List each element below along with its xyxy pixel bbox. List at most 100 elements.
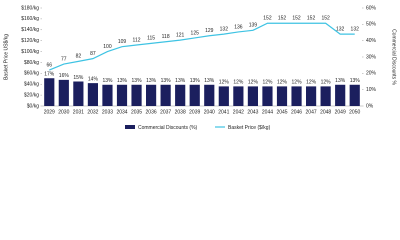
bar	[335, 84, 346, 106]
x-tick-label: 2043	[247, 109, 258, 115]
y-tick-label: $20/kg	[24, 92, 39, 98]
bar-value-label: 13%	[102, 78, 113, 84]
y-tick-label: $40/kg	[24, 82, 39, 88]
bar	[146, 84, 157, 106]
line-value-label: 152	[307, 16, 316, 22]
line-value-label: 152	[321, 16, 330, 22]
y2-axis-title: Commercial Discounts %	[391, 29, 397, 85]
x-tick-label: 2049	[335, 109, 346, 115]
line-value-label: 100	[103, 44, 112, 50]
x-tick-label: 2031	[73, 109, 84, 115]
bar	[320, 86, 331, 106]
y-tick-label: $0/kg	[27, 103, 39, 109]
x-tick-label: 2032	[87, 109, 98, 115]
x-tick-label: 2044	[262, 109, 273, 115]
x-tick-label: 2048	[320, 109, 331, 115]
bar-value-label: 12%	[248, 80, 259, 86]
y2-tick-label: 50%	[366, 22, 377, 28]
bar	[306, 86, 317, 106]
bar	[349, 84, 360, 106]
line-value-label: 77	[61, 56, 67, 62]
bar-value-label: 12%	[306, 80, 317, 86]
bar	[247, 86, 258, 106]
x-tick-label: 2036	[146, 109, 157, 115]
y-tick-label: $60/kg	[24, 71, 39, 77]
chart: Basket Price US$/kg Commercial Discounts…	[3, 5, 397, 131]
bar-value-label: 12%	[233, 80, 244, 86]
x-tick-label: 2040	[204, 109, 215, 115]
y-tick-label: $100/kg	[21, 49, 39, 55]
y2-tick-label: 10%	[366, 87, 377, 93]
x-tick-label: 2037	[160, 109, 171, 115]
y-tick-label: $140/kg	[21, 27, 39, 33]
x-tick-label: 2045	[276, 109, 287, 115]
bar-value-label: 13%	[175, 78, 186, 84]
line	[49, 22, 355, 71]
bar	[116, 84, 128, 106]
line-value-label: 66	[46, 62, 52, 68]
bar-value-label: 12%	[277, 80, 288, 86]
line-value-label: 109	[118, 39, 127, 45]
x-tick-label: 2029	[44, 109, 55, 115]
bar	[131, 84, 142, 106]
y-tick-label: $80/kg	[24, 60, 39, 66]
bar-value-label: 12%	[321, 80, 332, 86]
bar-value-label: 14%	[88, 76, 99, 82]
bar-value-label: 12%	[219, 80, 230, 86]
x-tick-label: 2046	[291, 109, 302, 115]
bar	[276, 86, 288, 106]
y2-tick-label: 30%	[366, 54, 377, 60]
legend-swatch	[125, 125, 135, 129]
bar-value-label: 15%	[73, 75, 84, 81]
bar	[189, 84, 200, 106]
x-tick-label: 2050	[349, 109, 360, 115]
y-tick-label: $180/kg	[21, 5, 39, 11]
bar-value-label: 13%	[335, 78, 346, 84]
bar	[291, 86, 302, 106]
bar-value-label: 12%	[292, 80, 303, 86]
bar-value-label: 13%	[132, 78, 143, 84]
line-value-label: 125	[191, 30, 200, 36]
bar-value-label: 13%	[190, 78, 201, 84]
y2-tick-label: 60%	[366, 5, 377, 11]
bar	[175, 84, 186, 106]
bar	[218, 86, 229, 106]
line-value-label: 118	[162, 34, 170, 40]
bar	[204, 84, 215, 106]
x-tick-label: 2038	[175, 109, 186, 115]
bar-value-label: 13%	[161, 78, 172, 84]
bar-value-label: 12%	[262, 80, 273, 86]
y2-tick-label: 0%	[366, 103, 374, 109]
x-tick-label: 2033	[102, 109, 113, 115]
line-value-label: 112	[133, 37, 141, 43]
bar-value-label: 16%	[59, 73, 70, 79]
y-tick-label: $120/kg	[21, 38, 39, 44]
bar	[160, 84, 171, 106]
bar-value-label: 17%	[44, 72, 55, 78]
line-value-label: 121	[176, 32, 185, 38]
bar	[87, 83, 98, 106]
bar	[44, 78, 55, 106]
bar-value-label: 13%	[204, 78, 215, 84]
bar	[58, 79, 69, 106]
x-tick-label: 2030	[58, 109, 69, 115]
bar-value-label: 13%	[350, 78, 361, 84]
line-value-label: 132	[351, 26, 360, 32]
line-value-label: 152	[292, 16, 301, 22]
y-tick-label: $160/kg	[21, 16, 39, 22]
bar	[73, 81, 84, 106]
line-value-label: 136	[234, 24, 243, 30]
y2-tick-label: 20%	[366, 71, 377, 77]
y-axis-title: Basket Price US$/kg	[3, 34, 9, 80]
line-value-label: 152	[278, 16, 287, 22]
line-value-label: 129	[205, 28, 214, 34]
x-tick-label: 2034	[116, 109, 127, 115]
y2-tick-label: 40%	[366, 38, 377, 44]
line-value-label: 139	[249, 23, 258, 29]
x-tick-label: 2041	[218, 109, 229, 115]
bar	[233, 86, 244, 106]
line-value-label: 132	[220, 26, 229, 32]
x-tick-label: 2047	[306, 109, 317, 115]
line-value-label: 132	[336, 26, 345, 32]
x-tick-label: 2035	[131, 109, 142, 115]
